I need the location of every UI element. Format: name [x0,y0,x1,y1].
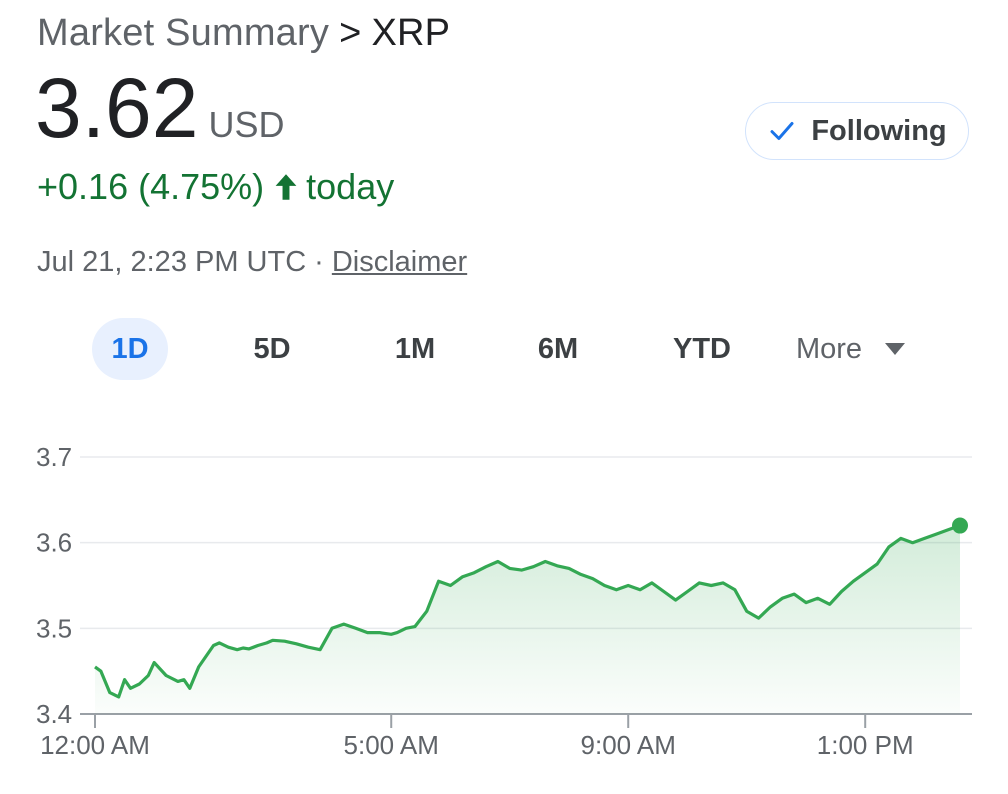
timestamp-text: Jul 21, 2:23 PM UTC [37,246,307,278]
tab-6m[interactable]: 6M [518,318,598,380]
y-tick-label: 3.7 [36,442,72,472]
series-line [94,523,961,699]
x-tick-label: 1:00 PM [817,730,914,760]
timestamp-separator: · [314,246,324,278]
price-row: 3.62 USD [35,66,285,150]
tab-1d[interactable]: 1D [92,318,168,380]
x-tick-label: 5:00 AM [344,730,439,760]
breadcrumb-separator: > [339,12,362,54]
disclaimer-link[interactable]: Disclaimer [331,246,468,278]
change-value: +0.16 (4.75%) [37,166,265,207]
series-area [95,525,960,714]
tab-label: 5D [253,332,291,365]
tab-label: 6M [537,332,579,365]
price-chart[interactable]: 3.7 3.6 3.5 3.412:00 AM 5:00 AM 9:00 AM 1:00 P… [0,430,1008,794]
breadcrumb-symbol: XRP [371,12,451,54]
tab-5d[interactable]: 5D [232,318,312,380]
range-tabs: 1D 5D 1M 6M YTD More [0,318,1008,382]
last-price-marker [952,517,968,534]
tab-1m[interactable]: 1M [375,318,455,380]
breadcrumb-root[interactable]: Market Summary [37,12,330,54]
y-tick-label: 3.6 [36,528,72,558]
arrow-up-icon [275,174,297,200]
x-tick-label: 12:00 AM [40,730,150,760]
price-change: +0.16 (4.75%) today [37,166,394,208]
current-price: 3.62 [35,61,199,155]
following-label: Following [811,114,947,147]
tab-label: YTD [673,332,731,365]
caret-down-icon [885,343,906,355]
tab-label: 1D [111,332,149,365]
check-icon [770,122,794,140]
breadcrumb: Market Summary > XRP [37,12,450,55]
currency-label: USD [208,104,285,145]
x-tick-label: 9:00 AM [581,730,676,760]
tab-ytd[interactable]: YTD [660,318,744,380]
change-period: today [306,166,395,207]
y-tick-label: 3.5 [36,613,72,643]
quote-timestamp: Jul 21, 2:23 PM UTC · Disclaimer [37,246,467,279]
tab-more[interactable]: More [786,318,916,380]
y-tick-label: 3.4 [36,699,72,729]
following-button[interactable]: Following [745,102,969,160]
tab-label: More [795,332,863,365]
tab-label: 1M [394,332,436,365]
